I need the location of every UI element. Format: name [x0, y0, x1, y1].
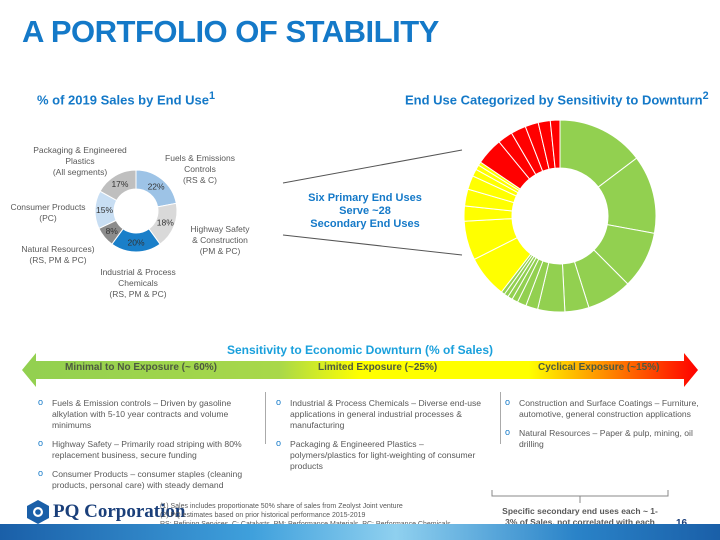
- label-natural: Natural Resources) (RS, PM & PC): [15, 244, 101, 266]
- label-line: (RS, PM & PC): [109, 289, 167, 299]
- right-heading: End Use Categorized by Sensitivity to Do…: [405, 90, 709, 107]
- bullet-item: Consumer Products – consumer staples (cl…: [38, 468, 248, 491]
- slice-label: 15%: [96, 205, 113, 215]
- label-line: Plastics: [65, 156, 95, 166]
- slice-label: 22%: [148, 182, 165, 192]
- label-line: Industrial & Process: [100, 267, 176, 277]
- callout-line: Secondary End Uses: [310, 218, 420, 230]
- footnote-ref: 2: [702, 90, 709, 102]
- pq-logo-icon: [27, 500, 49, 524]
- bracket: [491, 490, 669, 503]
- donut-slice: [549, 119, 561, 169]
- label-line: Natural Resources): [21, 244, 95, 254]
- band-limited: Limited Exposure (~25%): [318, 362, 438, 373]
- end-use-donut: 22% 18% 20% 8% 15% 17%: [94, 169, 178, 253]
- sensitivity-title: Sensitivity to Economic Downturn (% of S…: [226, 343, 494, 357]
- label-line: Controls: [184, 164, 216, 174]
- label-industrial: Industrial & Process Chemicals (RS, PM & P…: [88, 267, 188, 300]
- label-line: (All segments): [52, 167, 108, 177]
- callout-line: Serve ~28: [339, 205, 391, 217]
- label-line: (PM & PC): [199, 246, 241, 256]
- callout-line: Six Primary End Uses: [308, 192, 422, 204]
- connector-line: [282, 149, 463, 184]
- label-line: (PC): [39, 213, 57, 223]
- band-minimal: Minimal to No Exposure (~ 60%): [65, 362, 217, 373]
- label-line: Packaging & Engineered: [33, 145, 127, 155]
- page-title: A PORTFOLIO OF STABILITY: [22, 14, 439, 49]
- footnote: (1) Sales includes proportionate 50% sha…: [160, 503, 403, 510]
- slice-label: 18%: [157, 218, 174, 228]
- column-minimal: Fuels & Emission controls – Driven by ga…: [38, 397, 248, 499]
- logo-text: PQ Corporation: [53, 501, 186, 522]
- column-cyclical: Construction and Surface Coatings – Furn…: [505, 397, 715, 458]
- donut-slice: [99, 169, 137, 202]
- bullet-item: Industrial & Process Chemicals – Diverse…: [276, 397, 486, 431]
- label-line: (RS, PM & PC): [29, 255, 87, 265]
- middle-callout: Six Primary End Uses Serve ~28 Secondary E…: [300, 192, 430, 231]
- label-packaging: Packaging & Engineered Plastics (All segme…: [25, 145, 135, 178]
- bullet-item: Highway Safety – Primarily road striping…: [38, 438, 248, 461]
- label-line: Consumer Products: [10, 202, 86, 212]
- label-line: Highway Safety: [190, 224, 250, 234]
- slice-label: 8%: [106, 226, 119, 236]
- sensitivity-donut: [463, 119, 657, 313]
- label-highway: Highway Safety & Construction (PM & PC): [180, 224, 260, 257]
- left-heading: % of 2019 Sales by End Use1: [37, 90, 215, 107]
- bullet-item: Packaging & Engineered Plastics – polyme…: [276, 438, 486, 472]
- connector-line: [282, 234, 463, 256]
- bullet-item: Natural Resources – Paper & pulp, mining…: [505, 427, 715, 450]
- label-fuels: Fuels & Emissions Controls (RS & C): [160, 153, 240, 186]
- slice-label: 17%: [111, 179, 128, 189]
- footer-banner: [0, 524, 720, 540]
- label-line: Chemicals: [118, 278, 158, 288]
- divider: [265, 392, 266, 444]
- label-line: Fuels & Emissions: [165, 153, 235, 163]
- footnote: (2) PQ estimates based on prior historic…: [160, 512, 366, 519]
- label-line: & Construction: [192, 235, 248, 245]
- logo: PQ Corporation: [27, 500, 185, 524]
- label-line: (RS & C): [183, 175, 217, 185]
- bullet-item: Fuels & Emission controls – Driven by ga…: [38, 397, 248, 431]
- footnote-ref: 1: [208, 90, 215, 102]
- right-heading-text: End Use Categorized by Sensitivity to Do…: [405, 92, 703, 108]
- band-cyclical: Cyclical Exposure (~15%): [538, 362, 660, 373]
- page-number: 16: [676, 518, 687, 529]
- slice-label: 20%: [127, 238, 144, 248]
- left-heading-text: % of 2019 Sales by End Use: [37, 92, 209, 108]
- sensitivity-arrow: [22, 353, 698, 387]
- donut-charts: 22% 18% 20% 8% 15% 17%: [94, 119, 657, 313]
- divider: [500, 392, 501, 444]
- column-limited: Industrial & Process Chemicals – Diverse…: [276, 397, 486, 480]
- bullet-item: Construction and Surface Coatings – Furn…: [505, 397, 715, 420]
- label-consumer: Consumer Products (PC): [5, 202, 91, 224]
